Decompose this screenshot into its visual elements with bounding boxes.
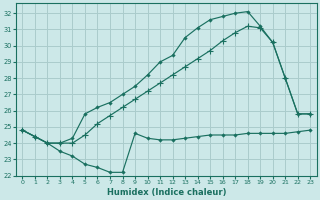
X-axis label: Humidex (Indice chaleur): Humidex (Indice chaleur) bbox=[107, 188, 226, 197]
